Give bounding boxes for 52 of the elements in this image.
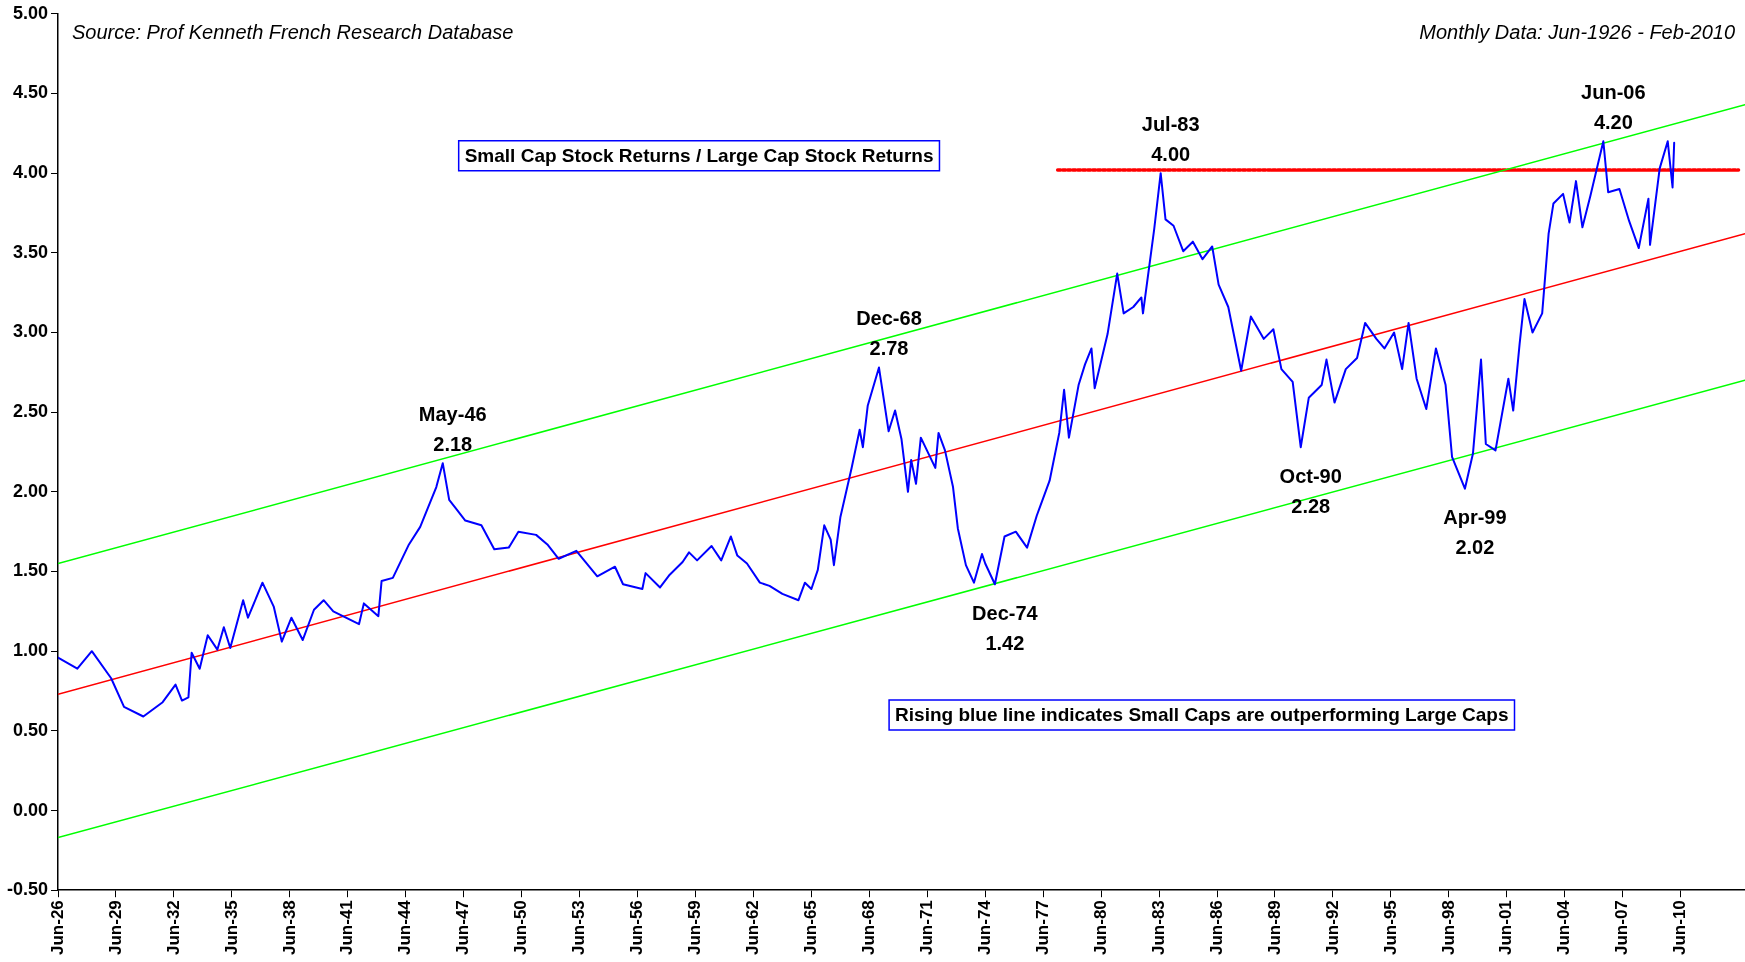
annotation: Jun-06 4.20 <box>1581 80 1646 133</box>
x-tick-label: Jun-53 <box>569 900 589 955</box>
x-tick-label: Jun-92 <box>1322 900 1342 955</box>
annotation: Oct-90 2.28 <box>1279 464 1342 517</box>
annotation: Source: Prof Kenneth French Research Database <box>72 21 514 44</box>
text: Small Cap Stock Returns / Large Cap Stock Returns <box>464 145 934 167</box>
annotation: Jul-83 4.00 <box>1141 112 1200 165</box>
x-tick-label: Jun-83 <box>1148 900 1168 955</box>
y-tick-label: 3.00 <box>12 321 49 342</box>
y-tick-label: 2.00 <box>12 480 49 501</box>
x-tick-label: Jun-95 <box>1380 900 1400 955</box>
y-tick-label: 4.00 <box>12 162 49 183</box>
x-tick-label: Jun-29 <box>105 900 125 955</box>
annotation: Monthly Data: Jun-1926 - Feb-2010 <box>1419 21 1735 44</box>
annotation: May-46 2.18 <box>418 402 487 455</box>
x-tick-label: Jun-80 <box>1090 900 1110 955</box>
x-tick-label: Jun-71 <box>916 900 936 955</box>
x-tick-label: Jun-98 <box>1438 900 1458 955</box>
y-tick-label: 4.50 <box>12 82 49 103</box>
x-tick-label: Jun-50 <box>511 900 531 955</box>
x-tick-label: Jun-32 <box>163 900 183 955</box>
x-tick-label: Jun-74 <box>974 899 994 955</box>
annotation: Dec-74 1.42 <box>972 601 1039 654</box>
y-tick-label: 0.00 <box>12 799 49 820</box>
x-tick-label: Jun-59 <box>685 900 705 955</box>
y-tick-label: 5.00 <box>12 2 49 23</box>
x-tick-label: Jun-86 <box>1206 900 1226 955</box>
annotation: Apr-99 2.02 <box>1443 506 1507 559</box>
annotation: Rising blue line indicates Small Caps are outperforming Large Caps <box>895 704 1509 726</box>
x-tick-label: Jun-38 <box>279 900 299 955</box>
y-tick-label: 3.50 <box>12 241 49 262</box>
x-tick-label: Jun-04 <box>1554 899 1574 955</box>
x-tick-label: Jun-65 <box>801 900 821 955</box>
x-tick-label: Jun-07 <box>1612 900 1632 955</box>
x-tick-label: Jun-01 <box>1496 900 1516 955</box>
x-tick-label: Jun-26 <box>47 900 67 955</box>
x-tick-label: Jun-10 <box>1670 900 1690 955</box>
x-tick-label: Jun-62 <box>743 900 763 955</box>
x-tick-label: Jun-68 <box>859 900 879 955</box>
y-tick-label: 0.50 <box>12 719 49 740</box>
x-tick-label: Jun-89 <box>1264 900 1284 955</box>
y-tick-label: 1.50 <box>12 560 49 581</box>
x-tick-label: Jun-77 <box>1032 900 1052 955</box>
x-tick-label: Jun-56 <box>627 900 647 955</box>
y-tick-label: -0.50 <box>7 879 49 900</box>
x-tick-label: Jun-44 <box>395 899 415 955</box>
x-tick-label: Jun-47 <box>453 900 473 955</box>
x-tick-label: Jun-35 <box>221 900 241 955</box>
y-tick-label: 1.00 <box>12 640 49 661</box>
x-tick-label: Jun-41 <box>337 900 357 955</box>
annotation: Dec-68 2.78 <box>856 307 922 360</box>
y-tick-label: 2.50 <box>12 401 49 422</box>
